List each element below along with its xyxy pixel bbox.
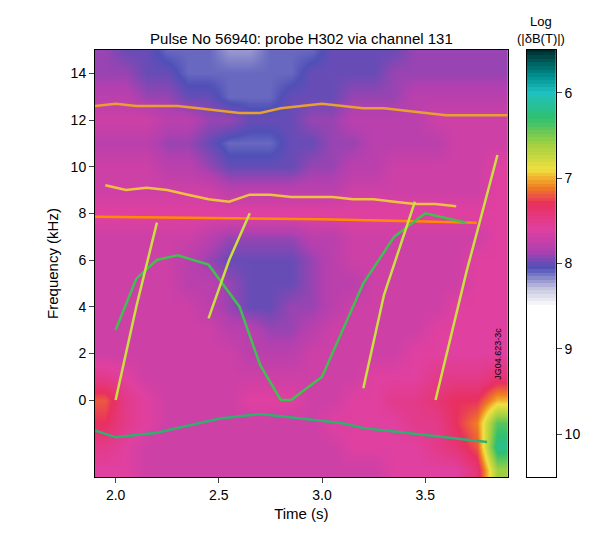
svg-text:9: 9 — [565, 341, 573, 357]
svg-text:3.0: 3.0 — [312, 487, 332, 503]
svg-text:10: 10 — [71, 159, 87, 175]
svg-text:6: 6 — [565, 85, 573, 101]
svg-text:7: 7 — [565, 170, 573, 186]
svg-text:2.0: 2.0 — [106, 487, 126, 503]
svg-text:3.5: 3.5 — [416, 487, 436, 503]
svg-text:0: 0 — [78, 392, 86, 408]
svg-text:Pulse No 56940: probe H302 via: Pulse No 56940: probe H302 via channel 1… — [150, 30, 453, 47]
svg-text:Time (s): Time (s) — [274, 505, 328, 522]
svg-text:Frequency (kHz): Frequency (kHz) — [44, 208, 61, 319]
svg-text:Log(|δB(T)|): Log(|δB(T)|) — [517, 14, 565, 46]
svg-text:12: 12 — [71, 112, 87, 128]
svg-text:6: 6 — [78, 252, 86, 268]
svg-text:2: 2 — [78, 345, 86, 361]
svg-text:8: 8 — [78, 205, 86, 221]
svg-text:10: 10 — [565, 426, 581, 442]
svg-text:8: 8 — [565, 255, 573, 271]
svg-text:2.5: 2.5 — [209, 487, 229, 503]
svg-text:14: 14 — [71, 65, 87, 81]
svg-text:JG04.623-3c: JG04.623-3c — [493, 328, 503, 380]
svg-text:4: 4 — [78, 299, 86, 315]
